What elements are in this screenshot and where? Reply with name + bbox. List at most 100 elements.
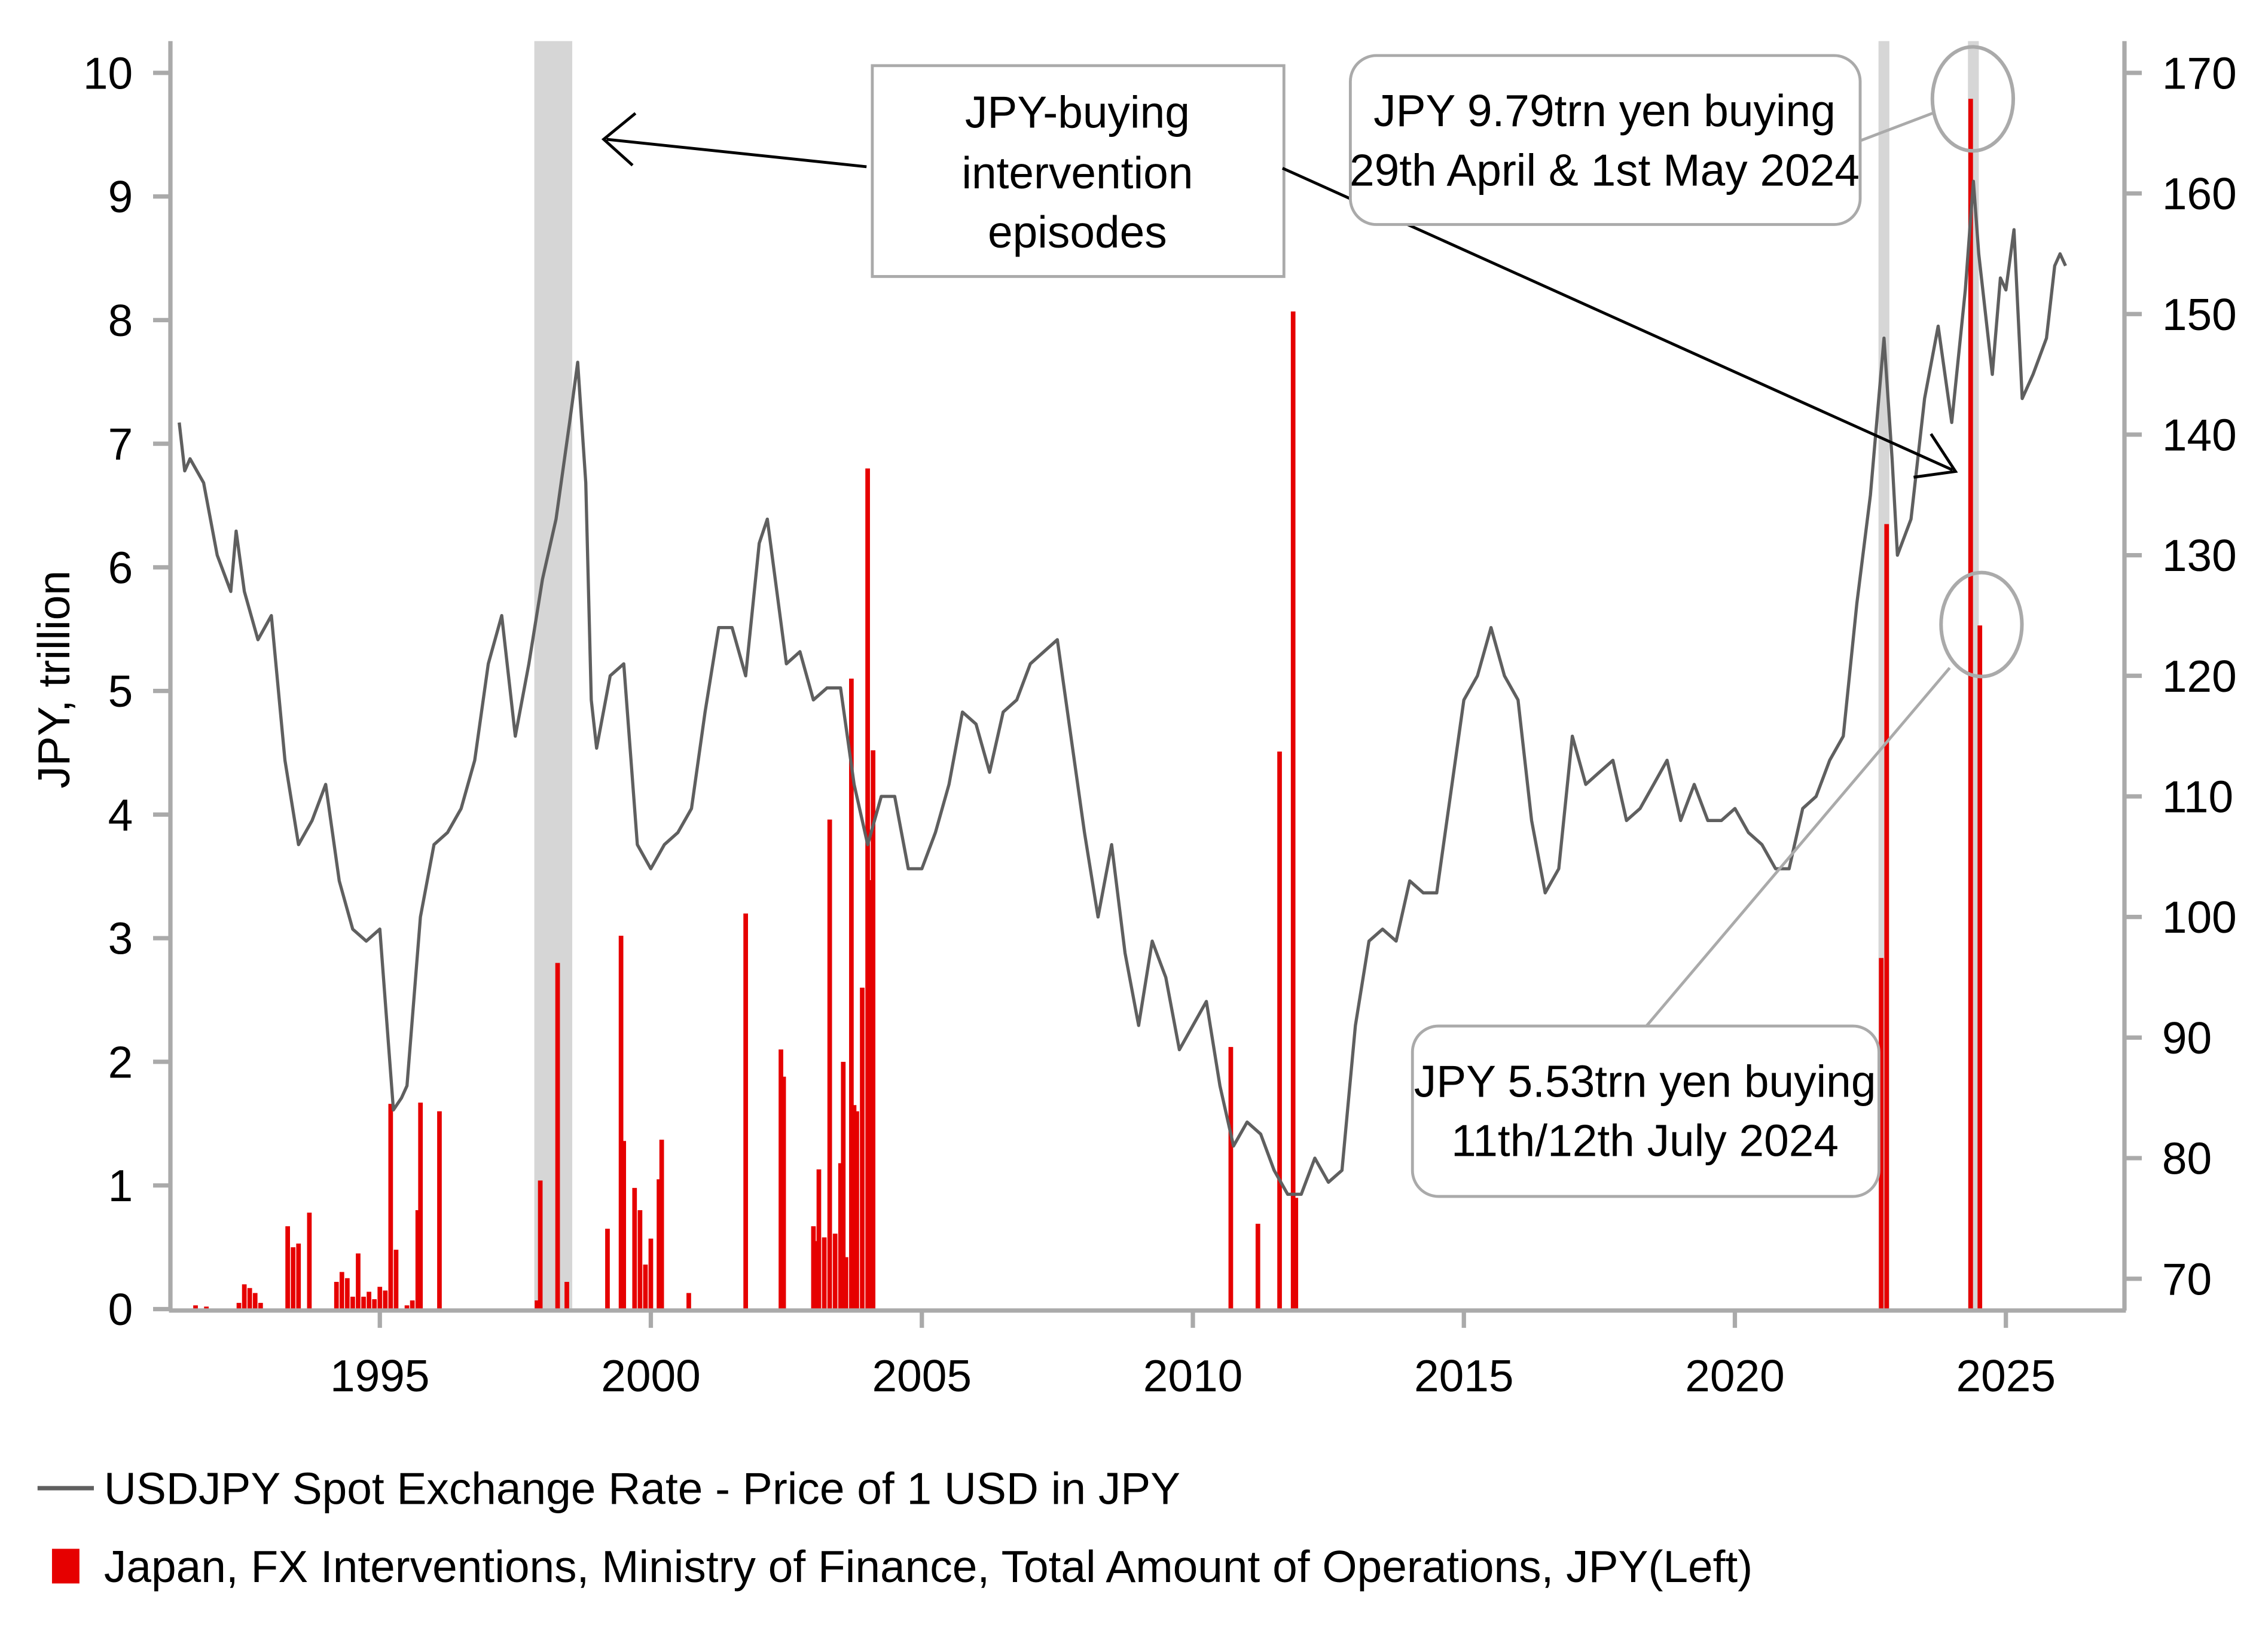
- intervention-bar: [854, 1111, 859, 1309]
- y-right-tick-label: 100: [2162, 892, 2237, 942]
- intervention-bar: [334, 1281, 339, 1309]
- intervention-bar: [350, 1296, 355, 1309]
- x-tick-label: 2010: [1143, 1351, 1243, 1401]
- x-tick-label: 2025: [1956, 1351, 2056, 1401]
- intervention-bar: [1879, 958, 1884, 1309]
- intervention-bar: [849, 678, 854, 1309]
- intervention-bar: [779, 1049, 783, 1309]
- intervention-bar: [865, 468, 870, 1309]
- intervention-bar: [344, 1278, 350, 1309]
- intervention-bar: [383, 1290, 388, 1309]
- intervention-bar: [605, 1229, 610, 1309]
- intervention-bar: [843, 1257, 848, 1309]
- intervention-bar: [781, 1076, 786, 1309]
- intervention-bar: [377, 1287, 383, 1309]
- july-circle: [1939, 570, 2024, 679]
- episodes-annotation: JPY-buying intervention episodes: [601, 64, 1958, 479]
- intervention-bar: [1968, 99, 1973, 1309]
- intervention-bar: [811, 1226, 816, 1309]
- y-left-tick-label: 0: [108, 1284, 133, 1335]
- intervention-bar: [1290, 311, 1296, 1309]
- y-left-tick-label: 1: [108, 1161, 133, 1211]
- intervention-bar: [816, 1169, 822, 1309]
- intervention-bar: [1277, 751, 1282, 1309]
- y-right-tick-label: 80: [2162, 1134, 2212, 1184]
- arrowhead-1998: [601, 112, 637, 167]
- intervention-bar: [388, 1104, 393, 1309]
- y-left-tick-label: 5: [108, 666, 133, 716]
- intervention-bar: [1228, 1047, 1234, 1309]
- arrow-to-1998: [606, 138, 867, 169]
- legend-bar-label: Japan, FX Interventions, Ministry of Fin…: [104, 1541, 1753, 1592]
- intervention-bar: [193, 1305, 198, 1309]
- intervention-bar: [535, 1300, 539, 1309]
- x-tick-label: 2000: [601, 1351, 701, 1401]
- y-right-tick-label: 170: [2162, 48, 2237, 98]
- intervention-bar: [657, 1179, 661, 1309]
- peak-circle: [1930, 45, 2016, 153]
- y-right-tick-label: 90: [2162, 1013, 2212, 1063]
- y-left-tick-label: 3: [108, 914, 133, 964]
- y-right-tick-label: 160: [2162, 169, 2237, 219]
- intervention-bar: [1977, 625, 1983, 1309]
- intervention-bar: [410, 1300, 415, 1309]
- y-right-tick-label: 140: [2162, 410, 2237, 460]
- y-right-tick-label: 70: [2162, 1254, 2212, 1304]
- peak-line-2: 29th April & 1st May 2024: [1350, 145, 1860, 195]
- intervention-bar: [838, 1163, 843, 1309]
- intervention-bar: [204, 1306, 209, 1309]
- y-right-tick-label: 110: [2162, 772, 2233, 822]
- episodes-line-1: JPY-buying: [965, 87, 1190, 138]
- intervention-bar: [1255, 1223, 1260, 1309]
- intervention-bar: [538, 1180, 543, 1309]
- intervention-bar: [659, 1140, 664, 1309]
- intervention-bar: [1293, 1198, 1299, 1309]
- intervention-bar: [841, 1061, 846, 1309]
- intervention-bar: [339, 1272, 344, 1309]
- y-left-tick-label: 7: [108, 419, 133, 469]
- intervention-episode-shade: [534, 41, 573, 1309]
- intervention-bar: [868, 880, 873, 1309]
- intervention-bar: [648, 1238, 654, 1309]
- intervention-bar: [437, 1111, 442, 1309]
- intervention-bar: [367, 1291, 371, 1309]
- arrowhead-2022: [1913, 433, 1958, 479]
- intervention-bar: [827, 819, 832, 1309]
- intervention-bar: [307, 1213, 312, 1309]
- intervention-bar: [621, 1141, 627, 1309]
- intervention-bar: [247, 1288, 252, 1309]
- intervention-bar: [258, 1303, 263, 1309]
- intervention-bar: [618, 936, 624, 1309]
- episodes-line-3: episodes: [988, 207, 1167, 257]
- legend-line-label: USDJPY Spot Exchange Rate - Price of 1 U…: [104, 1464, 1180, 1514]
- x-tick-label: 1995: [330, 1351, 430, 1401]
- intervention-bar: [632, 1187, 637, 1309]
- y-left-tick-label: 10: [83, 48, 133, 98]
- intervention-bar: [415, 1210, 420, 1309]
- intervention-bar: [242, 1284, 247, 1309]
- x-tick-label: 2020: [1685, 1351, 1785, 1401]
- intervention-bar: [564, 1281, 569, 1309]
- july-annotation: JPY 5.53trn yen buying 11th/12th July 20…: [1411, 570, 2024, 1198]
- intervention-bar: [743, 913, 748, 1309]
- intervention-bar: [637, 1210, 643, 1309]
- y-left-tick-label: 8: [108, 295, 133, 346]
- intervention-bar: [285, 1226, 291, 1309]
- legend-bar-swatch: [51, 1549, 80, 1584]
- peak-line-1: JPY 9.79trn yen buying: [1373, 85, 1836, 136]
- intervention-bars: [193, 99, 1983, 1309]
- usdjpy-line: [178, 179, 2067, 1196]
- intervention-bar: [1884, 524, 1889, 1309]
- intervention-bar: [871, 750, 876, 1309]
- x-tick-label: 2015: [1414, 1351, 1514, 1401]
- intervention-bar: [814, 1241, 819, 1309]
- intervention-bar: [372, 1299, 377, 1309]
- intervention-bar: [356, 1253, 361, 1309]
- intervention-bar: [686, 1293, 691, 1309]
- intervention-bar: [822, 1237, 827, 1309]
- y-right-tick-label: 130: [2162, 530, 2237, 581]
- intervention-bar: [291, 1247, 296, 1309]
- intervention-bar: [252, 1293, 258, 1309]
- intervention-bar: [851, 1105, 857, 1309]
